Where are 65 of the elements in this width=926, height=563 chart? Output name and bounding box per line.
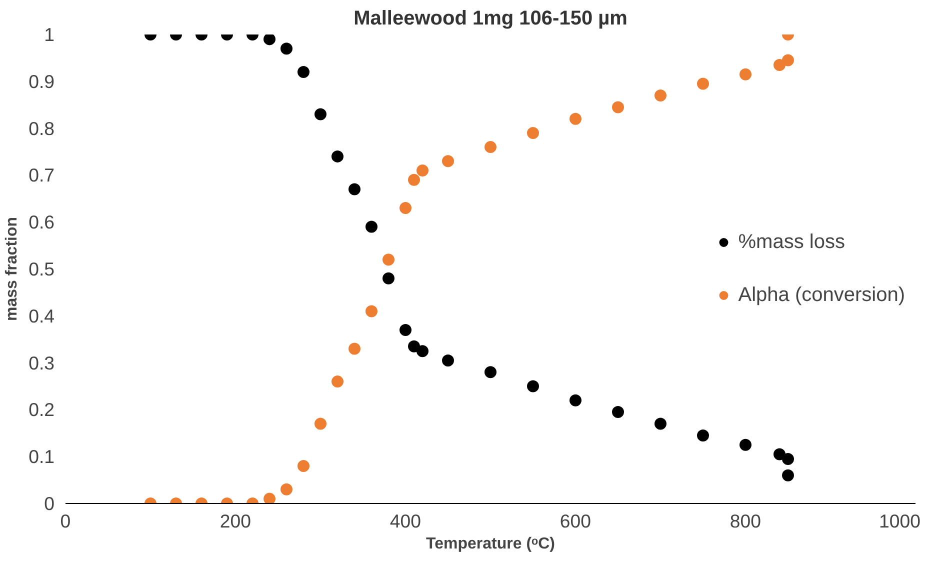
- point: [740, 68, 752, 80]
- point: [782, 54, 794, 66]
- y-tick-label: 0.3: [28, 352, 55, 374]
- point: [484, 366, 496, 378]
- y-tick-label: 0.7: [28, 164, 55, 186]
- point: [570, 112, 582, 125]
- x-axis-title: Temperature (ᵒC): [426, 536, 555, 552]
- y-tick-label: 0.4: [28, 305, 55, 326]
- point: [382, 254, 394, 266]
- point: [782, 452, 794, 465]
- y-axis-title: mass fraction: [4, 216, 21, 322]
- point: [740, 438, 752, 451]
- point: [416, 164, 428, 176]
- point: [314, 418, 326, 430]
- point: [442, 155, 454, 168]
- x-tick-label: 0: [60, 510, 71, 532]
- y-tick-label: 0.9: [28, 70, 55, 92]
- y-tick-label: 0.1: [28, 446, 55, 468]
- point: [408, 174, 420, 186]
- x-tick-label: 600: [560, 510, 592, 532]
- point: [570, 394, 582, 406]
- y-tick-label: 0.5: [28, 258, 55, 280]
- point: [697, 78, 709, 90]
- point: [314, 108, 326, 120]
- point: [280, 42, 292, 55]
- point: [612, 101, 624, 114]
- point: [416, 345, 428, 358]
- point: [332, 150, 344, 162]
- x-tick-label: 800: [730, 510, 762, 532]
- point: [654, 89, 666, 102]
- point: [697, 430, 709, 442]
- chart-title: Malleewood 1mg 106-150 µm: [354, 8, 628, 30]
- point: [774, 58, 786, 71]
- point: [442, 354, 454, 366]
- point: [654, 418, 666, 430]
- y-tick-label: 0.8: [28, 118, 55, 139]
- y-tick-label: 0: [44, 493, 55, 514]
- x-tick-label: 200: [220, 510, 252, 532]
- point: [527, 127, 539, 139]
- point: [366, 305, 378, 318]
- point: [264, 492, 276, 504]
- point: [612, 406, 624, 418]
- point: [484, 141, 496, 154]
- legend-label: Alpha (conversion): [738, 284, 905, 306]
- point: [782, 469, 794, 482]
- x-tick-label: 400: [390, 510, 422, 532]
- point: [366, 220, 378, 233]
- point: [382, 272, 394, 284]
- point: [298, 460, 310, 472]
- point: [400, 202, 412, 214]
- x-tick-label: 1000: [878, 510, 921, 532]
- point: [264, 34, 276, 46]
- y-tick-label: 0.2: [28, 399, 55, 420]
- point: [408, 340, 420, 352]
- legend-label: %mass loss: [738, 230, 845, 254]
- point: [400, 324, 412, 336]
- y-tick-label: 0.6: [28, 212, 55, 233]
- point: [332, 376, 344, 388]
- point: [348, 183, 360, 196]
- point: [774, 448, 786, 460]
- point: [348, 342, 360, 355]
- point: [527, 380, 539, 392]
- point: [298, 66, 310, 78]
- point: [280, 483, 292, 496]
- y-tick-label: 1: [44, 24, 55, 45]
